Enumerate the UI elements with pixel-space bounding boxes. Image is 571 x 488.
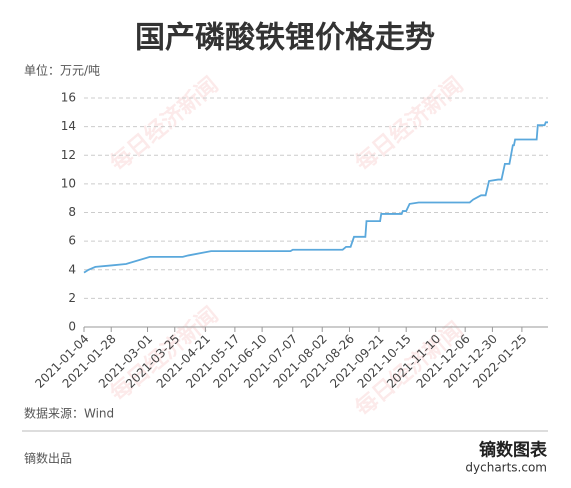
y-tick-label: 2 bbox=[68, 291, 76, 305]
line bbox=[83, 121, 548, 274]
y-tick-label: 14 bbox=[61, 119, 76, 133]
chart-title: 国产磷酸铁锂价格走势 bbox=[135, 21, 435, 56]
y-tick-label: 16 bbox=[61, 91, 76, 105]
y-tick-label: 12 bbox=[61, 148, 76, 162]
logo-url: dycharts.com bbox=[465, 461, 547, 475]
y-tick-label: 0 bbox=[68, 320, 76, 334]
y-tick-label: 10 bbox=[61, 176, 76, 190]
y-tick-label: 6 bbox=[68, 234, 76, 248]
y-tick-label: 8 bbox=[68, 205, 76, 219]
source: 数据来源：Wind bbox=[24, 406, 114, 421]
watermark: 每日经济新闻 bbox=[350, 72, 468, 177]
logo: 镝数图表 bbox=[479, 440, 548, 461]
watermark: 每日经济新闻 bbox=[105, 72, 223, 177]
credit: 镝数出品 bbox=[24, 451, 72, 466]
unit-label: 单位：万元/吨 bbox=[24, 63, 100, 78]
y-tick-label: 4 bbox=[68, 262, 76, 276]
